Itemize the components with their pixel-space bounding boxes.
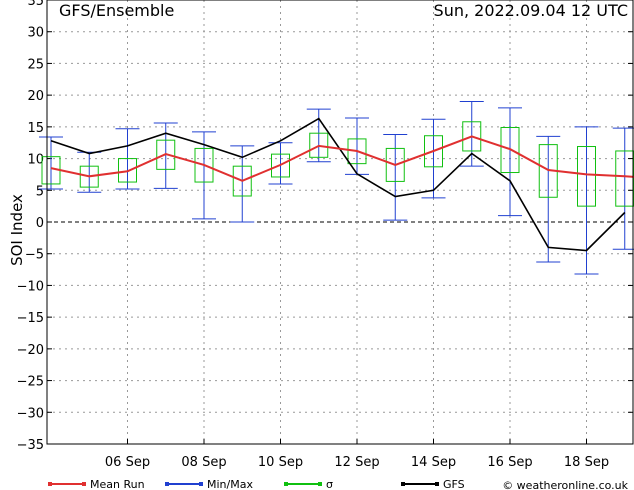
sigma-box — [462, 121, 482, 152]
sigma-box — [500, 126, 520, 174]
x-tick-label: 06 Sep — [105, 455, 150, 470]
sigma-box — [79, 165, 99, 188]
legend-label-mean: Mean Run — [90, 478, 145, 490]
sigma-box — [156, 139, 176, 170]
site-credit: © weatheronline.co.uk — [502, 479, 628, 490]
y-tick-label: 5 — [36, 184, 44, 199]
y-tick-label: −10 — [17, 279, 44, 294]
x-tick-label: 16 Sep — [487, 455, 532, 470]
axes: −35 −30 −25 −20 −15 −10 −5 0 5 10 15 20 25 30 35 06 Sep… — [17, 0, 633, 470]
x-tick-label: 14 Sep — [411, 455, 456, 470]
sigma-box — [347, 138, 367, 165]
sigma-box — [271, 153, 290, 178]
y-axis-label: SOI Index — [8, 194, 26, 266]
sigma-box — [232, 165, 252, 197]
gfs-line — [50, 117, 626, 252]
y-tick-label: 35 — [27, 0, 44, 9]
y-tick-label: 0 — [36, 216, 44, 231]
y-tick-label: 10 — [27, 153, 44, 168]
legend-marker-sigma — [284, 482, 288, 486]
y-tick-label: 25 — [27, 57, 44, 72]
chart-title: GFS/Ensemble — [59, 1, 174, 20]
x-tick-label: 10 Sep — [258, 455, 303, 470]
x-tick-label: 18 Sep — [564, 455, 609, 470]
series-layer — [39, 100, 634, 275]
y-tick-label: 30 — [27, 26, 44, 41]
legend-marker-mean — [48, 482, 52, 486]
sigma-box — [118, 158, 137, 183]
y-tick-label: −20 — [17, 343, 44, 358]
y-tick-label: 15 — [27, 121, 44, 136]
plot-frame — [46, 0, 634, 445]
legend-marker-mean — [82, 482, 86, 486]
x-tick-label: 08 Sep — [181, 455, 226, 470]
legend-label-sigma: σ — [326, 478, 333, 490]
sigma-box — [194, 147, 214, 183]
sigma-box — [424, 135, 443, 168]
y-tick-label: −30 — [17, 406, 44, 421]
legend-label-minmax: Min/Max — [207, 478, 253, 490]
legend-marker-gfs — [401, 482, 405, 486]
y-tick-label: −25 — [17, 375, 44, 390]
mean-run-line — [50, 135, 634, 182]
y-tick-label: 20 — [27, 89, 44, 104]
legend-marker-sigma — [318, 482, 322, 486]
sigma-box — [309, 132, 329, 158]
grid-lines — [47, 0, 633, 444]
plot-border — [46, 0, 634, 445]
legend-label-gfs: GFS — [443, 478, 465, 490]
legend: Mean Run Min/Max σ GFS — [48, 478, 465, 490]
legend-marker-minmax — [199, 482, 203, 486]
sigma-box — [385, 147, 405, 182]
y-tick-label: −5 — [25, 248, 44, 263]
y-tick-label: −15 — [17, 311, 44, 326]
legend-marker-minmax — [165, 482, 169, 486]
run-info: Sun, 2022.09.04 12 UTC — [434, 1, 628, 20]
legend-marker-gfs — [435, 482, 439, 486]
x-tick-label: 12 Sep — [334, 455, 379, 470]
y-tick-label: −35 — [17, 438, 44, 453]
sigma-box — [577, 146, 596, 207]
